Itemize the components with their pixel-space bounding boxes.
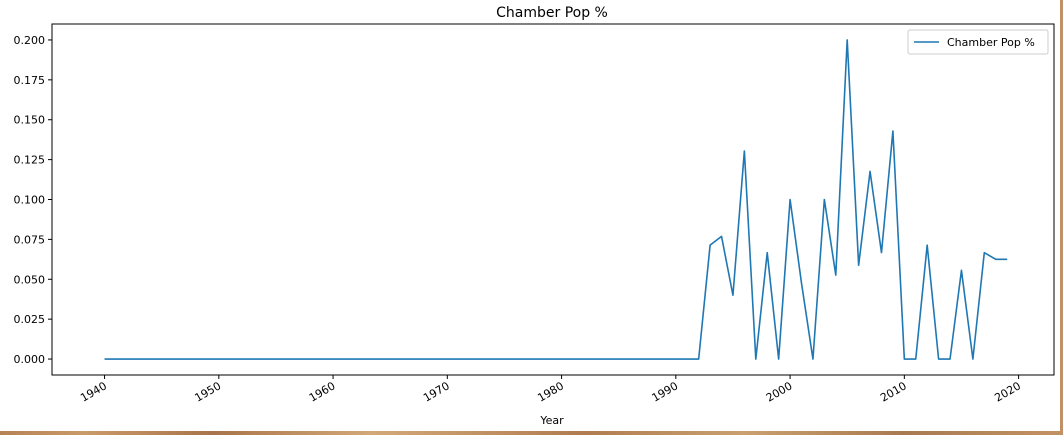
x-tick-label: 1950 [193,379,224,404]
y-axis: 0.000 0.025 0.050 0.075 0.100 0.125 0.150 0.175… [14,34,52,366]
y-tick-label: 0.200 [14,34,46,47]
y-tick-label: 0.175 [14,74,46,87]
chart-title: Chamber Pop % [496,5,608,21]
x-tick-label: 2000 [764,379,795,404]
x-tick-label: 1960 [307,379,338,404]
x-tick-label: 1980 [535,379,566,404]
x-tick-label: 2010 [878,379,909,404]
series-layer [104,39,1008,360]
y-tick-label: 0.000 [14,353,46,366]
y-tick-label: 0.025 [14,313,46,326]
x-axis-label: Year [539,414,564,427]
legend: Chamber Pop % [907,29,1049,55]
x-tick-label: 1990 [650,379,681,404]
plot-area [51,23,1055,376]
y-tick-label: 0.075 [14,233,46,246]
x-tick-label: 1970 [421,379,452,404]
x-axis: 1940 1950 1960 1970 1980 1990 2000 2010 2020 [78,375,1023,405]
y-tick-label: 0.150 [14,114,46,127]
legend-box [907,29,1049,55]
series-line-chamber-pop [104,39,1008,360]
y-tick-label: 0.100 [14,194,46,207]
legend-label: Chamber Pop % [947,36,1035,49]
y-tick-label: 0.125 [14,154,46,167]
y-tick-label: 0.050 [14,273,46,286]
x-tick-label: 1940 [78,379,109,404]
x-tick-label: 2020 [992,379,1023,404]
